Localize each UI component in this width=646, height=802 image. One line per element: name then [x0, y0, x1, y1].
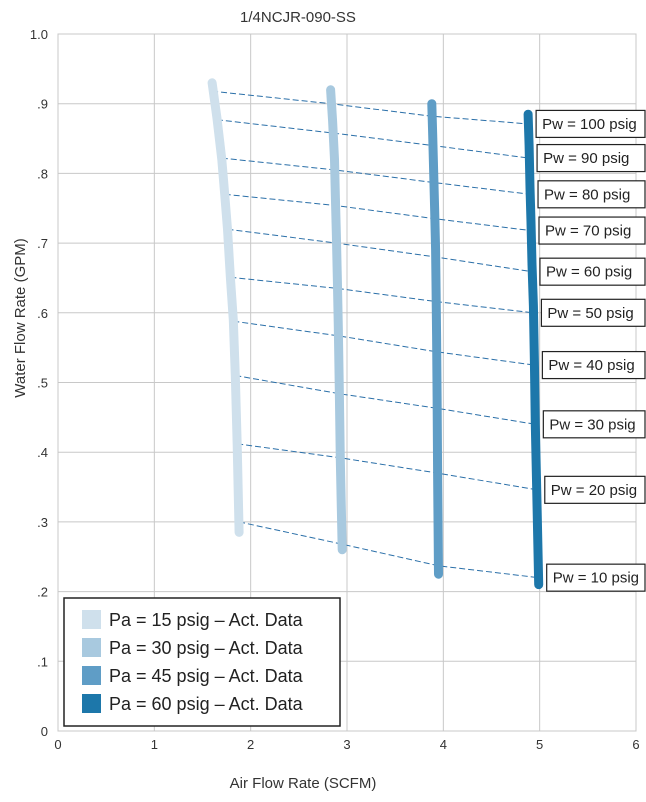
legend-label: Pa = 15 psig – Act. Data: [109, 610, 304, 630]
isobar-label-box: [539, 257, 646, 286]
x-tick-label: 0: [54, 737, 61, 752]
series-curve: [326, 85, 347, 555]
y-tick-label: .1: [37, 654, 48, 669]
y-tick-label: 1.0: [30, 27, 48, 42]
isobar-label: Pw = 30 psig: [542, 410, 646, 439]
isobar-line: [238, 521, 539, 579]
legend-item: Pa = 30 psig – Act. Data: [82, 638, 304, 658]
y-tick-labels: 0 .1 .2 .3 .4 .5 .6 .7 .8 .9 1.0: [30, 27, 48, 739]
isobar-label: Pw = 10 psig: [546, 563, 646, 592]
isobar-label-box: [544, 475, 646, 504]
isobar-label-box: [541, 350, 646, 380]
y-tick-label: .7: [37, 236, 48, 251]
legend-swatch: [82, 638, 101, 657]
isobar-label-text: Pw = 100 psig: [542, 116, 637, 133]
isobar-lines: [212, 90, 539, 579]
x-tick-label: 1: [151, 737, 158, 752]
isobar-label-box: [540, 298, 646, 327]
y-tick-label: .3: [37, 515, 48, 530]
x-tick-labels: 0 1 2 3 4 5 6: [54, 737, 639, 752]
legend-swatch: [82, 694, 101, 713]
legend-label: Pa = 30 psig – Act. Data: [109, 638, 304, 658]
x-tick-label: 4: [440, 737, 447, 752]
isobar-label-text: Pw = 80 psig: [544, 186, 630, 203]
isobar-label: Pw = 60 psig: [539, 257, 646, 286]
grid: [57, 33, 637, 732]
y-tick-label: .4: [37, 445, 48, 460]
x-tick-label: 5: [536, 737, 543, 752]
y-axis-label: Water Flow Rate (GPM): [12, 238, 29, 397]
isobar-label-text: Pw = 20 psig: [551, 482, 637, 499]
isobar-line: [237, 443, 537, 491]
legend-item: Pa = 60 psig – Act. Data: [82, 694, 304, 714]
isobar-line: [212, 90, 529, 125]
isobar-line: [227, 228, 533, 273]
isobar-label: Pw = 70 psig: [538, 216, 646, 245]
y-tick-label: 0: [41, 724, 48, 739]
legend-swatch: [82, 610, 101, 629]
isobar-label: Pw = 80 psig: [537, 180, 646, 209]
isobar-line: [221, 157, 531, 195]
x-tick-label: 6: [632, 737, 639, 752]
y-tick-label: .8: [37, 166, 48, 181]
isobar-line: [224, 193, 532, 232]
isobar-label: Pw = 40 psig: [541, 350, 646, 380]
isobar-label-text: Pw = 60 psig: [546, 264, 632, 281]
isobar-label-text: Pw = 10 psig: [553, 570, 639, 587]
isobar-label: Pw = 20 psig: [544, 475, 646, 504]
legend-item: Pa = 15 psig – Act. Data: [82, 610, 304, 630]
legend-item: Pa = 45 psig – Act. Data: [82, 666, 304, 686]
legend-label: Pa = 45 psig – Act. Data: [109, 666, 304, 686]
isobar-label-text: Pw = 70 psig: [545, 223, 631, 240]
isobar-label: Pw = 100 psig: [535, 109, 646, 139]
isobar-label-box: [536, 143, 646, 173]
y-tick-label: .5: [37, 376, 48, 391]
chart-title: 1/4NCJR-090-SS: [240, 9, 356, 26]
legend: Pa = 15 psig – Act. Data Pa = 30 psig – A…: [63, 597, 341, 727]
isobar-line: [230, 276, 534, 314]
y-tick-label: .6: [37, 306, 48, 321]
series-curves: [207, 78, 544, 590]
y-tick-label: .9: [37, 97, 48, 112]
isobar-label-text: Pw = 30 psig: [549, 416, 635, 433]
isobar-label: Pw = 50 psig: [540, 298, 646, 327]
isobar-line: [233, 320, 535, 366]
series-curve: [523, 109, 544, 590]
isobar-label-box: [535, 109, 646, 139]
isobar-label-box: [537, 180, 646, 209]
isobar-label-text: Pw = 40 psig: [548, 357, 634, 374]
isobar-line: [235, 375, 536, 425]
x-tick-label: 2: [247, 737, 254, 752]
isobar-label: Pw = 90 psig: [536, 143, 646, 173]
x-tick-label: 3: [343, 737, 350, 752]
series-curve: [207, 78, 244, 537]
isobar-label-box: [542, 410, 646, 439]
legend-box: [63, 597, 341, 727]
y-tick-label: .2: [37, 585, 48, 600]
series-curve: [427, 99, 443, 579]
isobar-label-text: Pw = 50 psig: [547, 305, 633, 322]
legend-swatch: [82, 666, 101, 685]
isobar-label-box: [538, 216, 646, 245]
isobar-line: [216, 119, 530, 159]
x-axis-label: Air Flow Rate (SCFM): [230, 775, 377, 792]
isobar-label-text: Pw = 90 psig: [543, 150, 629, 167]
legend-label: Pa = 60 psig – Act. Data: [109, 694, 304, 714]
isobar-label-box: [546, 563, 646, 592]
isobar-labels: Pw = 100 psig Pw = 90 psig Pw = 80 psig Pw …: [535, 109, 646, 592]
